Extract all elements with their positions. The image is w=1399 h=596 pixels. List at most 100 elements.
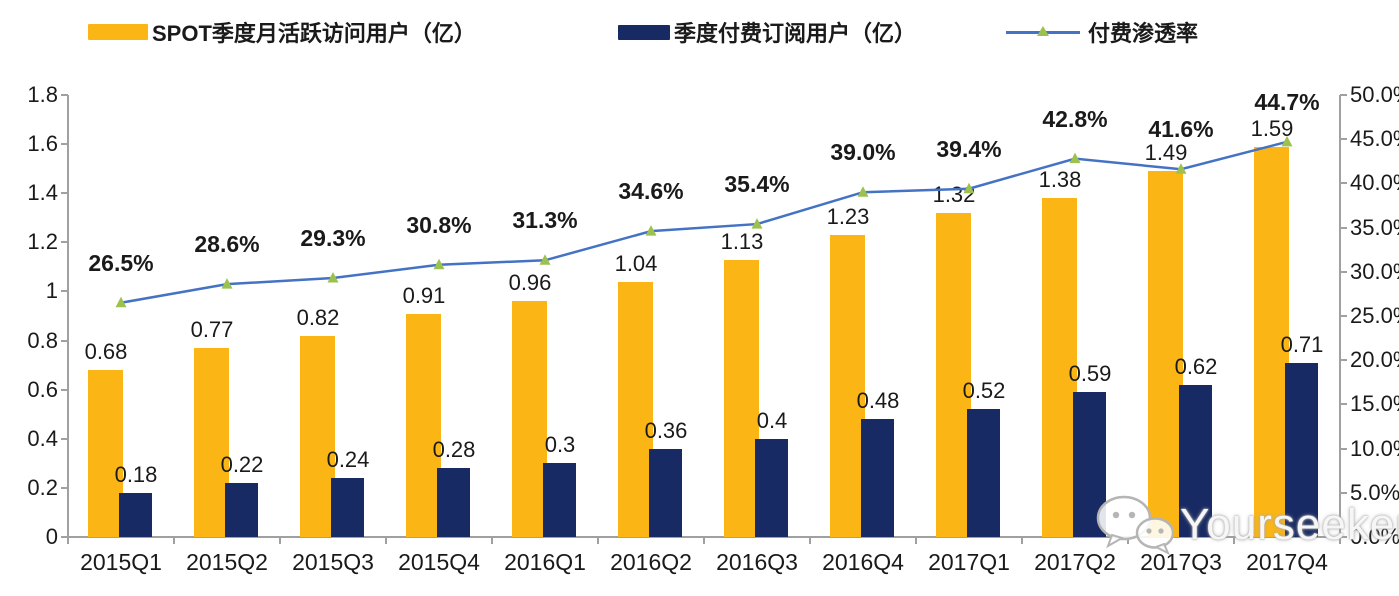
triangle-marker-icon xyxy=(1037,26,1049,36)
x-axis-tick xyxy=(385,537,387,544)
y-axis-right-label: 30.0% xyxy=(1350,258,1399,284)
y-axis-right-label: 25.0% xyxy=(1350,303,1399,328)
y-axis-left-tick xyxy=(61,241,68,244)
triangle-marker-icon xyxy=(539,254,551,265)
legend-label-penetration: 付费渗透率 xyxy=(1088,21,1199,46)
subscriber-bar xyxy=(331,478,364,537)
x-axis-tick xyxy=(1233,537,1235,544)
y-axis-right-tick xyxy=(1340,226,1347,229)
subscriber-bar xyxy=(755,438,788,537)
subscriber-bar xyxy=(861,419,894,537)
triangle-marker-icon xyxy=(433,258,445,270)
x-axis-category-label: 2015Q2 xyxy=(186,549,268,575)
penetration-pct-label: 29.3% xyxy=(300,224,366,251)
y-axis-right-label: 40.0% xyxy=(1350,170,1399,196)
y-axis-left-tick xyxy=(61,94,68,96)
x-axis-category-label: 2015Q1 xyxy=(80,549,162,575)
subscriber-value-label: 0.22 xyxy=(220,451,264,477)
y-axis-left-label: 0.4 xyxy=(27,425,58,451)
y-axis-right-tick xyxy=(1340,536,1347,538)
triangle-marker-icon xyxy=(645,225,657,236)
x-axis-tick xyxy=(279,537,281,544)
penetration-pct-label: 30.8% xyxy=(406,211,472,238)
x-axis-tick xyxy=(809,537,811,544)
subscriber-value-label: 0.48 xyxy=(856,388,900,414)
x-axis-category-label: 2016Q2 xyxy=(610,549,692,575)
legend-label-subscribers: 季度付费订阅用户（亿） xyxy=(674,21,917,46)
penetration-line-swatch-icon xyxy=(1006,22,1080,42)
y-axis-right-tick xyxy=(1340,270,1347,273)
mau-value-label: 0.96 xyxy=(508,270,552,296)
x-axis-tick xyxy=(173,537,175,544)
x-axis-category-label: 2017Q3 xyxy=(1140,549,1222,575)
mau-value-label: 0.91 xyxy=(402,282,446,308)
subscriber-bar xyxy=(119,492,152,537)
y-axis-right-tick xyxy=(1340,491,1347,494)
mau-value-label: 1.32 xyxy=(932,181,976,207)
triangle-marker-icon xyxy=(751,218,763,229)
subscriber-value-label: 0.36 xyxy=(644,417,688,443)
penetration-pct-label: 31.3% xyxy=(512,207,578,234)
y-axis-right-label: 50.0% xyxy=(1350,82,1399,107)
mau-bar-swatch-icon xyxy=(88,24,148,40)
y-axis-left-label: 1.6 xyxy=(27,131,58,157)
y-axis-right-tick xyxy=(1340,138,1347,141)
mau-value-label: 1.13 xyxy=(720,228,764,254)
y-axis-left-tick xyxy=(61,339,68,342)
x-axis-tick xyxy=(1127,537,1129,544)
y-axis-left-label: 1.4 xyxy=(27,180,58,206)
subscriber-value-label: 0.71 xyxy=(1280,331,1324,357)
y-axis-left-label: 1 xyxy=(45,278,58,304)
triangle-marker-icon xyxy=(1069,152,1081,164)
penetration-pct-label: 39.4% xyxy=(936,135,1002,162)
subscriber-value-label: 0.18 xyxy=(114,461,158,487)
x-axis-tick xyxy=(67,537,69,544)
subscribers-bar-swatch-icon xyxy=(618,24,670,40)
y-axis-right-tick xyxy=(1340,315,1347,317)
subscriber-bar xyxy=(437,468,470,537)
mau-value-label: 0.68 xyxy=(84,339,128,365)
y-axis-right-tick xyxy=(1340,359,1347,362)
y-axis-right-tick xyxy=(1340,403,1347,406)
penetration-pct-label: 26.5% xyxy=(88,249,154,276)
y-axis-left-label: 0.6 xyxy=(27,376,58,402)
mau-bar xyxy=(406,313,441,537)
y-axis-right-label: 0.0% xyxy=(1350,524,1399,549)
subscriber-value-label: 0.62 xyxy=(1174,353,1218,379)
x-axis-tick xyxy=(703,537,705,544)
x-axis-category-label: 2016Q3 xyxy=(716,549,798,575)
subscriber-bar xyxy=(1179,384,1212,537)
x-axis-category-label: 2016Q1 xyxy=(504,549,586,575)
y-axis-left-label: 0 xyxy=(45,524,58,549)
subscriber-bar xyxy=(1073,392,1106,537)
mau-value-label: 1.59 xyxy=(1250,115,1294,141)
legend-label-mau: SPOT季度月活跃访问用户（亿） xyxy=(152,21,476,46)
mau-bar xyxy=(936,212,971,537)
y-axis-right-tick xyxy=(1340,447,1347,450)
triangle-marker-icon xyxy=(857,186,869,197)
y-axis-left xyxy=(67,95,69,537)
y-axis-right-label: 10.0% xyxy=(1350,435,1399,461)
mau-bar xyxy=(830,234,865,537)
subscriber-bar xyxy=(225,482,258,537)
subscriber-bar xyxy=(543,463,576,537)
triangle-marker-icon xyxy=(221,278,233,289)
x-axis-category-label: 2017Q2 xyxy=(1034,549,1116,575)
subscriber-value-label: 0.3 xyxy=(544,432,576,458)
mau-value-label: 1.04 xyxy=(614,250,658,276)
y-axis-right-tick xyxy=(1340,94,1347,96)
mau-bar xyxy=(724,259,759,537)
subscriber-bar xyxy=(1285,362,1318,537)
subscriber-value-label: 0.59 xyxy=(1068,361,1112,387)
subscriber-bar xyxy=(649,448,682,537)
subscriber-value-label: 0.52 xyxy=(962,378,1006,404)
mau-value-label: 0.77 xyxy=(190,316,234,342)
y-axis-right-label: 20.0% xyxy=(1350,347,1399,373)
penetration-pct-label: 41.6% xyxy=(1148,116,1214,143)
x-axis-tick xyxy=(1021,537,1023,544)
mau-bar xyxy=(300,335,335,537)
y-axis-left-tick xyxy=(61,290,68,293)
mau-bar xyxy=(618,281,653,537)
y-axis-right-label: 45.0% xyxy=(1350,126,1399,152)
